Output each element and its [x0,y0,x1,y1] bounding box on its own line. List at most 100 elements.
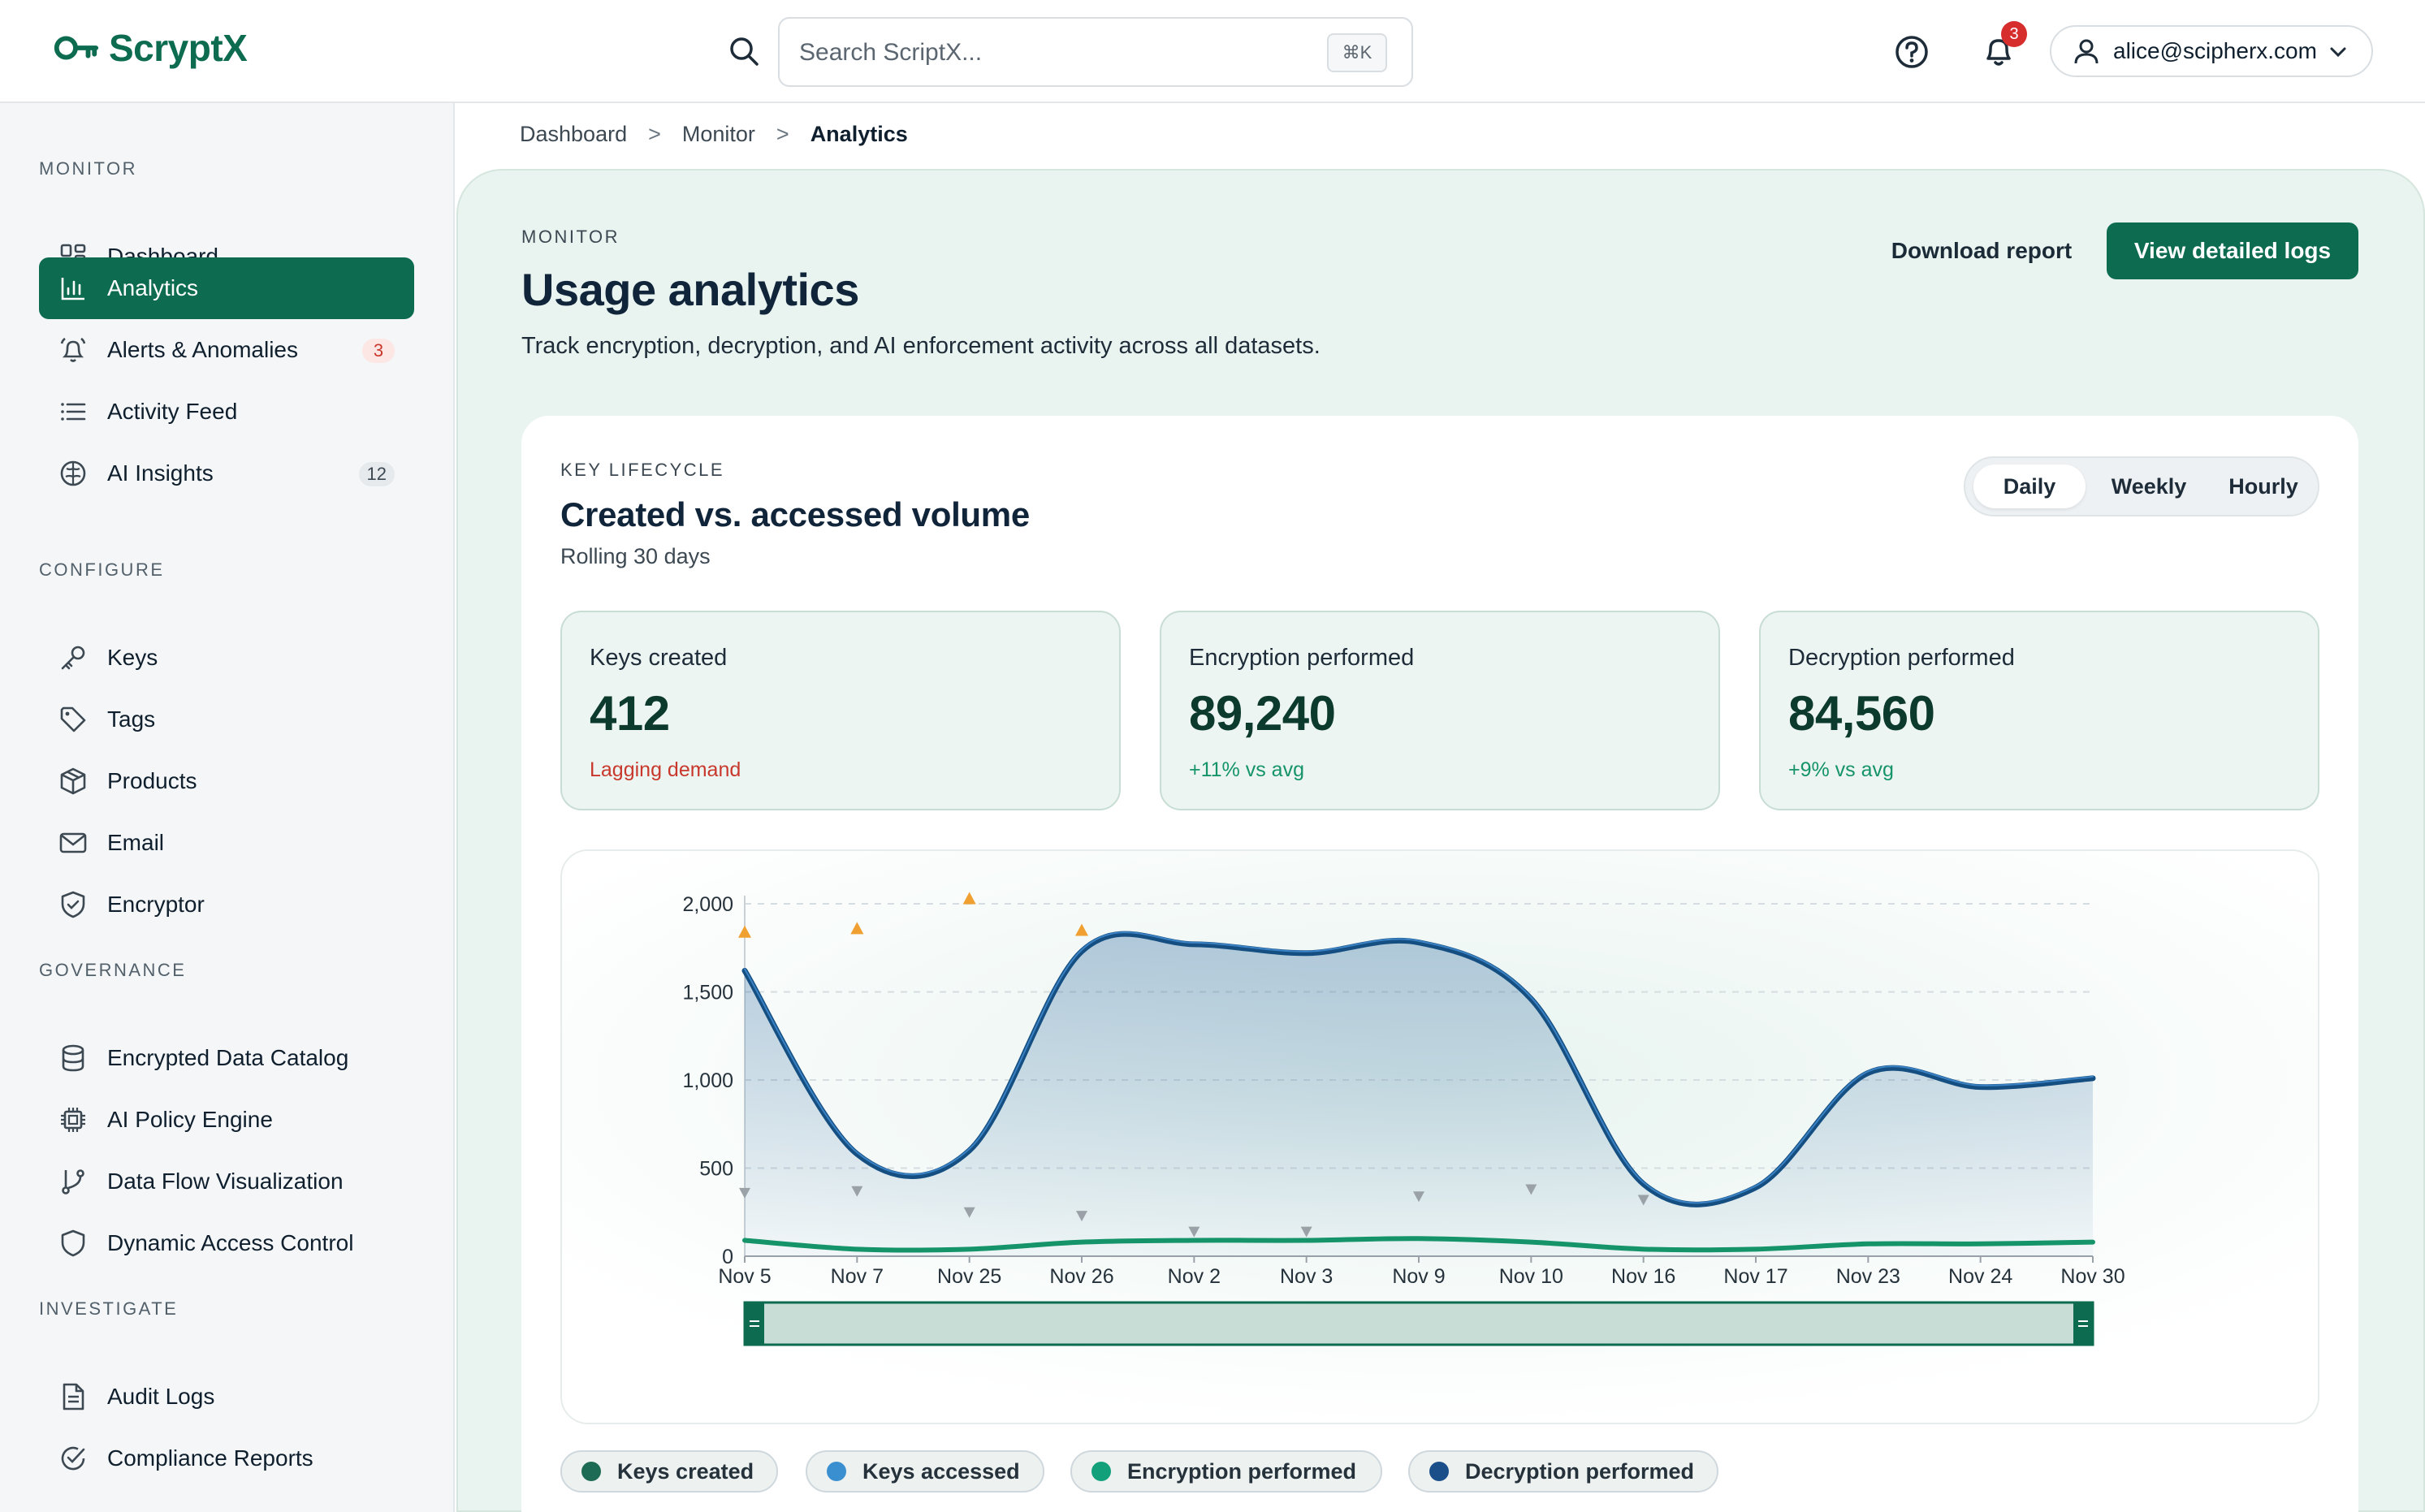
usage-chart: 0 500 1,000 1,500 2,000 Nov 5 Nov 7 Nov 25 Nov 2… [560,849,2319,1424]
breadcrumb-analytics: Analytics [810,122,908,146]
sidebar-item-label: Dynamic Access Control [107,1230,354,1255]
sidebar-item-tags[interactable]: Tags [39,689,414,750]
bell-icon[interactable] [1978,31,2019,71]
key-logo-icon [54,36,99,60]
page-title: Usage analytics [521,264,859,315]
sidebar-section-governance: GOVERNANCE [39,960,187,980]
sidebar-section-configure: CONFIGURE [39,559,165,580]
sidebar-item-label: Products [107,768,197,793]
legend-dot [827,1462,846,1481]
sidebar-item-data-flow-visualization[interactable]: Data Flow Visualization [39,1151,414,1212]
stat-label: Keys created [590,645,728,671]
stat-decryption-performed: Decryption performed 84,560 +9% vs avg [1759,611,2319,810]
card-title: Created vs. accessed volume [560,495,1030,534]
stat-label: Encryption performed [1189,645,1415,671]
anomaly-up-marker [850,922,864,935]
tab-hourly[interactable]: Hourly [2228,473,2298,499]
sidebar-item-alerts[interactable]: Alerts & Anomalies 3 [39,319,414,381]
sidebar-item-keys[interactable]: Keys [39,627,414,689]
sidebar-section-monitor: MONITOR [39,158,137,179]
range-selector-handle[interactable] [745,1302,764,1345]
anomaly-down-marker [963,1207,975,1218]
anomaly-down-marker [1637,1194,1649,1206]
x-tick-label: Nov 23 [1836,1265,1900,1288]
card-eyebrow: KEY LIFECYCLE [560,460,725,480]
page-eyebrow: MONITOR [521,227,620,247]
sidebar-item-label: Analytics [107,275,199,300]
breadcrumb-monitor[interactable]: Monitor [681,122,755,146]
interval-toggle: Daily Weekly Hourly [1964,456,2319,516]
brain-icon [60,460,86,486]
sidebar: MONITOR Dashboard Analytics Alerts & Ano… [0,103,455,1512]
legend-decryption-performed[interactable]: Decryption performed [1408,1450,1718,1493]
stat-value: 84,560 [1788,686,1935,741]
cpu-icon [61,1108,85,1132]
database-icon [62,1044,84,1072]
sidebar-item-ai-insights[interactable]: AI Insights 12 [39,443,414,504]
user-menu-button[interactable]: alice@scipherx.com [2050,25,2373,77]
sidebar-item-ai-policy-engine[interactable]: AI Policy Engine [39,1089,414,1151]
anomaly-down-marker [1413,1191,1424,1203]
legend-keys-accessed[interactable]: Keys accessed [806,1450,1044,1493]
download-report-button[interactable]: Download report [1881,222,2082,279]
legend-label: Encryption performed [1127,1458,1357,1484]
stat-encryption-performed: Encryption performed 89,240 +11% vs avg [1160,611,1720,810]
sidebar-item-encrypted-data-catalog[interactable]: Encrypted Data Catalog [39,1027,414,1089]
ai-insights-badge: 12 [358,462,395,486]
chevron-down-icon [2330,47,2346,58]
legend-dot [1429,1462,1449,1481]
y-tick-label: 0 [722,1246,733,1268]
sidebar-item-encryptor[interactable]: Encryptor [39,874,414,935]
x-tick-label: Nov 30 [2060,1265,2125,1288]
stat-label: Decryption performed [1788,645,2015,671]
legend-keys-created[interactable]: Keys created [560,1450,778,1493]
y-tick-label: 2,000 [682,893,733,916]
x-tick-label: Nov 7 [831,1265,884,1288]
sidebar-item-label: Audit Logs [107,1384,215,1409]
sidebar-item-email[interactable]: Email [39,812,414,874]
mail-icon [59,832,87,853]
sidebar-item-label: Data Flow Visualization [107,1169,344,1194]
anomaly-up-marker [1075,923,1088,936]
keys-accessed-line [741,931,2096,1207]
breadcrumb-dashboard[interactable]: Dashboard [520,122,628,146]
x-tick-label: Nov 3 [1280,1265,1333,1288]
range-selector-handle[interactable] [2073,1302,2093,1345]
sidebar-item-dynamic-access-control[interactable]: Dynamic Access Control [39,1212,414,1274]
check-circle-icon [61,1446,85,1471]
sidebar-item-compliance-reports[interactable]: Compliance Reports [39,1428,414,1489]
usage-chart-svg: 0 500 1,000 1,500 2,000 Nov 5 Nov 7 Nov 25 Nov 2… [562,851,2318,1423]
page-subtitle: Track encryption, decryption, and AI enf… [521,333,1321,359]
encryption-performed-line [742,1236,2095,1253]
bar-chart-icon [61,278,84,300]
tab-weekly[interactable]: Weekly [2111,473,2187,499]
tab-daily[interactable]: Daily [1973,464,2086,508]
logo[interactable]: ScryptX [50,23,248,73]
sidebar-item-audit-logs[interactable]: Audit Logs [39,1366,414,1428]
sidebar-item-analytics[interactable]: Analytics [39,257,414,319]
x-tick-label: Nov 9 [1392,1265,1445,1288]
card-subtitle: Rolling 30 days [560,544,711,568]
sidebar-item-activity-feed[interactable]: Activity Feed [39,381,414,443]
breadcrumb-separator: > [648,122,661,146]
help-icon[interactable] [1894,34,1930,70]
sidebar-section-investigate: INVESTIGATE [39,1298,179,1319]
search-input[interactable] [799,33,1270,72]
shield-icon [61,1229,85,1257]
view-detailed-logs-button[interactable]: View detailed logs [2107,222,2358,279]
sidebar-item-products[interactable]: Products [39,750,414,812]
sidebar-item-label: Tags [107,706,156,732]
x-tick-label: Nov 17 [1723,1265,1787,1288]
search-icon[interactable] [728,35,760,67]
anomaly-up-marker [962,892,976,905]
sidebar-item-label: AI Policy Engine [107,1107,273,1132]
x-tick-label: Nov 5 [718,1265,771,1288]
tag-icon [60,706,86,732]
breadcrumb-separator: > [776,122,789,146]
keys-accessed-area [745,934,2093,1256]
anomaly-up-marker [738,925,751,938]
sidebar-item-label: Alerts & Anomalies [107,337,298,362]
sidebar-item-label: Encryptor [107,892,205,917]
sidebar-item-label: Activity Feed [107,399,238,424]
legend-encryption-performed[interactable]: Encryption performed [1070,1450,1382,1493]
